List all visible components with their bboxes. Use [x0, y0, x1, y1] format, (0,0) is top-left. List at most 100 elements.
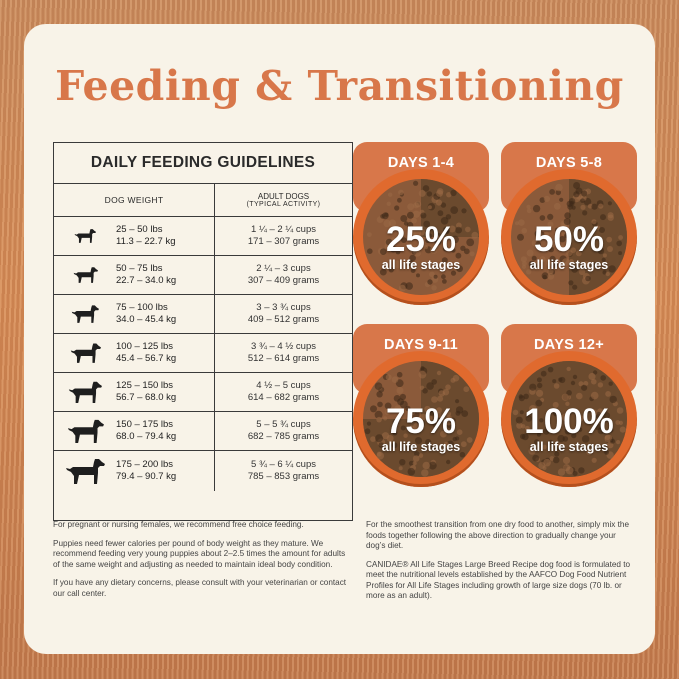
note-paragraph: For the smoothest transition from one dr…	[366, 520, 630, 550]
feeding-table: DAILY FEEDING GUIDELINES DOG WEIGHT ADUL…	[53, 142, 353, 521]
dog-silhouette-icon	[54, 304, 116, 324]
days-label: DAYS 12+	[534, 337, 604, 353]
table-row: 75 – 100 lbs 34.0 – 45.4 kg 3 – 3 ¾ cups…	[54, 295, 352, 334]
weight-lbs: 125 – 150 lbs	[116, 380, 174, 391]
notes-right: For the smoothest transition from one dr…	[366, 520, 634, 610]
amount-cups: 5 ¾ – 6 ¼ cups	[251, 459, 316, 470]
weight-cell: 50 – 75 lbs 22.7 – 34.0 kg	[54, 256, 215, 294]
amount-cell: 4 ½ – 5 cups 614 – 682 grams	[215, 373, 352, 411]
weight-kg: 56.7 – 68.0 kg	[116, 392, 177, 403]
percent-label: 50%	[533, 220, 605, 259]
table-header: DOG WEIGHT ADULT DOGS (TYPICAL ACTIVITY)	[54, 184, 352, 217]
amount-cups: 2 ¼ – 3 cups	[256, 263, 311, 274]
amount-grams: 785 – 853 grams	[247, 471, 320, 482]
transition-bowl: DAYS 1-4 25% all life stages	[353, 142, 489, 322]
table-row: 125 – 150 lbs 56.7 – 68.0 kg 4 ½ – 5 cup…	[54, 373, 352, 412]
percent-label: 25%	[385, 220, 457, 259]
weight-kg: 11.3 – 22.7 kg	[116, 236, 176, 247]
amount-cups: 5 – 5 ¾ cups	[256, 419, 311, 430]
amount-grams: 614 – 682 grams	[247, 392, 320, 403]
weight-range: 125 – 150 lbs 56.7 – 68.0 kg	[116, 380, 214, 404]
amount-cell: 3 – 3 ¾ cups 409 – 512 grams	[215, 295, 352, 333]
notes-left: For pregnant or nursing females, we reco…	[53, 520, 351, 607]
note-paragraph: If you have any dietary concerns, please…	[53, 578, 347, 598]
dog-silhouette-icon	[54, 418, 116, 444]
dog-silhouette-icon	[54, 457, 116, 485]
weight-range: 100 – 125 lbs 45.4 – 56.7 kg	[116, 341, 214, 365]
weight-cell: 25 – 50 lbs 11.3 – 22.7 kg	[54, 217, 215, 255]
amount-grams: 171 – 307 grams	[247, 236, 320, 247]
table-row: 175 – 200 lbs 79.4 – 90.7 kg 5 ¾ – 6 ¼ c…	[54, 451, 352, 491]
weight-lbs: 25 – 50 lbs	[116, 224, 163, 235]
transition-bowl: DAYS 9-11 75% all life stages	[353, 324, 489, 504]
header-adult-label: ADULT DOGS	[257, 192, 310, 201]
weight-cell: 175 – 200 lbs 79.4 – 90.7 kg	[54, 451, 215, 491]
amount-grams: 512 – 614 grams	[247, 353, 320, 364]
amount-cups: 1 ¼ – 2 ¼ cups	[251, 224, 316, 235]
transition-bowl: DAYS 5-8 50% all life stages	[501, 142, 637, 322]
note-paragraph: Puppies need fewer calories per pound of…	[53, 538, 346, 569]
weight-kg: 34.0 – 45.4 kg	[116, 314, 177, 325]
life-stage-label: all life stages	[381, 258, 461, 272]
weight-kg: 45.4 – 56.7 kg	[116, 353, 177, 364]
amount-cups: 3 – 3 ¾ cups	[256, 302, 311, 313]
weight-range: 25 – 50 lbs 11.3 – 22.7 kg	[116, 224, 214, 248]
amount-grams: 307 – 409 grams	[247, 275, 320, 286]
amount-cups: 3 ¾ – 4 ½ cups	[251, 341, 316, 352]
weight-lbs: 150 – 175 lbs	[116, 419, 174, 430]
amount-cell: 2 ¼ – 3 cups 307 – 409 grams	[215, 256, 352, 294]
weight-lbs: 75 – 100 lbs	[116, 302, 168, 313]
weight-kg: 22.7 – 34.0 kg	[116, 275, 177, 286]
table-body: 25 – 50 lbs 11.3 – 22.7 kg 1 ¼ – 2 ¼ cup…	[54, 217, 352, 491]
percent-label: 75%	[385, 402, 457, 441]
weight-lbs: 175 – 200 lbs	[116, 459, 174, 470]
note-paragraph: CANIDAE® All Life Stages Large Breed Rec…	[366, 559, 631, 601]
weight-range: 175 – 200 lbs 79.4 – 90.7 kg	[116, 459, 214, 483]
page-title: Feeding & Transitioning	[55, 62, 624, 110]
weight-range: 150 – 175 lbs 68.0 – 79.4 kg	[116, 419, 214, 443]
header-adult-dogs: ADULT DOGS (TYPICAL ACTIVITY)	[215, 184, 352, 216]
amount-cell: 1 ¼ – 2 ¼ cups 171 – 307 grams	[215, 217, 352, 255]
info-card: Feeding & Transitioning DAILY FEEDING GU…	[24, 24, 655, 654]
header-dog-weight: DOG WEIGHT	[54, 184, 215, 216]
table-row: 100 – 125 lbs 45.4 – 56.7 kg 3 ¾ – 4 ½ c…	[54, 334, 352, 373]
header-adult-sub: (TYPICAL ACTIVITY)	[246, 201, 321, 208]
weight-cell: 125 – 150 lbs 56.7 – 68.0 kg	[54, 373, 215, 411]
table-row: 25 – 50 lbs 11.3 – 22.7 kg 1 ¼ – 2 ¼ cup…	[54, 217, 352, 256]
note-paragraph: For pregnant or nursing females, we reco…	[53, 520, 304, 529]
table-row: 50 – 75 lbs 22.7 – 34.0 kg 2 ¼ – 3 cups …	[54, 256, 352, 295]
weight-lbs: 50 – 75 lbs	[116, 263, 163, 274]
dog-silhouette-icon	[54, 266, 116, 284]
amount-cell: 5 ¾ – 6 ¼ cups 785 – 853 grams	[215, 451, 352, 491]
header-dog-weight-label: DOG WEIGHT	[104, 195, 164, 205]
days-label: DAYS 5-8	[535, 155, 603, 171]
amount-grams: 682 – 785 grams	[247, 431, 320, 442]
amount-cell: 5 – 5 ¾ cups 682 – 785 grams	[215, 412, 352, 450]
kibble-fill	[363, 179, 479, 295]
weight-cell: 100 – 125 lbs 45.4 – 56.7 kg	[54, 334, 215, 372]
kibble-fill	[511, 361, 627, 477]
weight-kg: 68.0 – 79.4 kg	[116, 431, 177, 442]
dog-silhouette-icon	[54, 228, 116, 244]
amount-cups: 4 ½ – 5 cups	[256, 380, 311, 391]
weight-cell: 75 – 100 lbs 34.0 – 45.4 kg	[54, 295, 215, 333]
table-row: 150 – 175 lbs 68.0 – 79.4 kg 5 – 5 ¾ cup…	[54, 412, 352, 451]
life-stage-label: all life stages	[529, 440, 609, 454]
days-label: DAYS 1-4	[387, 155, 455, 171]
transition-bowl: DAYS 12+ 100% all life stages	[501, 324, 637, 504]
days-label: DAYS 9-11	[384, 337, 458, 353]
weight-lbs: 100 – 125 lbs	[116, 341, 174, 352]
dog-silhouette-icon	[54, 380, 116, 404]
dog-silhouette-icon	[54, 342, 116, 364]
weight-cell: 150 – 175 lbs 68.0 – 79.4 kg	[54, 412, 215, 450]
amount-grams: 409 – 512 grams	[247, 314, 320, 325]
percent-label: 100%	[524, 402, 614, 441]
life-stage-label: all life stages	[529, 258, 609, 272]
kibble-fill	[511, 179, 627, 295]
weight-kg: 79.4 – 90.7 kg	[116, 471, 177, 482]
table-title: DAILY FEEDING GUIDELINES	[54, 143, 352, 184]
life-stage-label: all life stages	[381, 440, 461, 454]
weight-range: 50 – 75 lbs 22.7 – 34.0 kg	[116, 263, 214, 287]
amount-cell: 3 ¾ – 4 ½ cups 512 – 614 grams	[215, 334, 352, 372]
weight-range: 75 – 100 lbs 34.0 – 45.4 kg	[116, 302, 214, 326]
